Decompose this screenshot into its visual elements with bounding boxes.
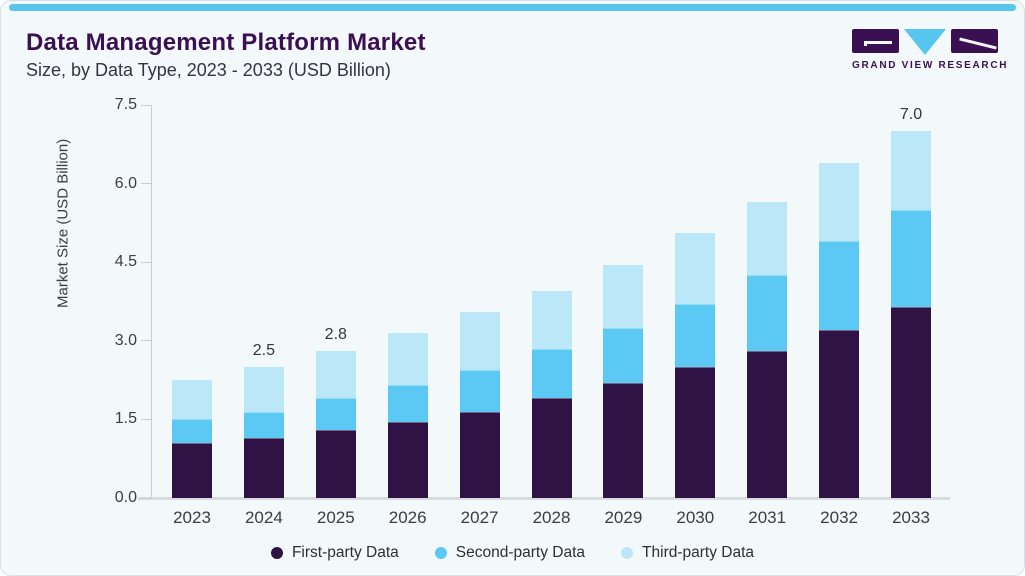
y-axis-tick — [141, 340, 152, 342]
x-axis-label: 2030 — [676, 508, 715, 527]
bar-segment-second-party-data — [603, 327, 644, 383]
y-axis-tick — [141, 104, 152, 106]
bar-segment-first-party-data — [747, 351, 788, 498]
bar-segment-first-party-data — [891, 306, 931, 498]
stacked-bar-2027 — [459, 312, 500, 498]
bar-segment-first-party-data — [603, 382, 644, 498]
bar-value-label: 7.0 — [899, 106, 923, 124]
logo-r-shape — [951, 29, 998, 53]
y-axis-tick — [141, 183, 152, 185]
bar-segment-third-party-data — [172, 380, 212, 420]
x-axis-label: 2031 — [748, 508, 787, 527]
legend-label: Second-party Data — [455, 544, 586, 561]
bar-segment-second-party-data — [387, 385, 428, 423]
bar-segment-third-party-data — [243, 367, 284, 412]
legend-label: First-party Data — [291, 544, 399, 561]
bar-segment-third-party-data — [675, 233, 716, 305]
bar-segment-second-party-data — [891, 209, 931, 307]
stacked-bar-2024 — [243, 367, 284, 498]
y-axis-tick-label: 7.5 — [114, 96, 137, 113]
x-axis-label: 2025 — [316, 508, 355, 527]
x-axis-label: 2027 — [460, 508, 499, 527]
legend-dot-icon — [434, 547, 447, 559]
bar-segment-third-party-data — [531, 291, 572, 349]
stacked-bar-2033 — [891, 131, 931, 498]
x-axis-label: 2028 — [532, 508, 571, 527]
logo-v-triangle-icon — [904, 29, 946, 55]
bar-segment-second-party-data — [459, 369, 500, 412]
bar-segment-first-party-data — [387, 422, 428, 498]
bar-segment-second-party-data — [819, 241, 860, 331]
plot-area: 0.0 1.5 3.0 4.5 6.0 7.5 2023 2024 2.5 2025 2.8 2026… — [115, 96, 950, 527]
bar-segment-third-party-data — [747, 201, 788, 276]
bar-segment-second-party-data — [747, 275, 788, 352]
gvr-logo: GRAND VIEW RESEARCH — [852, 29, 1009, 71]
logo-r-glyph — [959, 37, 997, 50]
bar-value-label: 2.5 — [252, 342, 276, 359]
top-accent-bar — [9, 4, 1016, 11]
y-axis-tick-label: 4.5 — [114, 253, 137, 271]
stacked-bar-2030 — [675, 233, 716, 498]
y-axis-tick — [141, 261, 152, 263]
logo-wordmark: GRAND VIEW RESEARCH — [852, 60, 1009, 71]
x-axis-label: 2024 — [244, 508, 283, 527]
bar-segment-second-party-data — [172, 419, 212, 443]
y-axis-title: Market Size (USD Billion) — [54, 138, 72, 308]
bar-value-label: 2.8 — [324, 326, 347, 344]
bar-segment-first-party-data — [675, 367, 716, 498]
x-axis-line — [138, 497, 950, 500]
legend-dot-icon — [270, 547, 283, 559]
x-axis-label: 2032 — [820, 508, 858, 527]
bar-segment-first-party-data — [819, 330, 860, 498]
x-axis-label: 2023 — [173, 508, 211, 527]
y-axis-tick-label: 1.5 — [114, 410, 137, 428]
page-subtitle: Size, by Data Type, 2023 - 2033 (USD Bil… — [26, 60, 391, 80]
stacked-bar-2031 — [747, 201, 788, 498]
y-axis-tick-label: 0.0 — [114, 489, 137, 506]
bar-segment-first-party-data — [172, 442, 212, 498]
x-axis-label: 2029 — [604, 508, 643, 527]
legend-item-third-party-data: Third-party Data — [621, 544, 754, 562]
y-axis-tick-label: 6.0 — [114, 174, 137, 192]
bar-segment-second-party-data — [315, 398, 356, 430]
stacked-bar-2028 — [531, 291, 572, 498]
stacked-bar-2023 — [172, 380, 212, 498]
bar-segment-third-party-data — [459, 312, 500, 370]
stacked-bar-2025 — [315, 351, 356, 498]
bar-segment-first-party-data — [459, 411, 500, 498]
x-axis-label: 2026 — [388, 508, 427, 527]
bar-segment-first-party-data — [315, 429, 356, 498]
chart-legend: First-party Data Second-party Data Third-p… — [1, 544, 1024, 562]
y-axis-tick — [141, 497, 152, 499]
bar-segment-third-party-data — [387, 332, 428, 386]
bar-segment-third-party-data — [891, 131, 931, 210]
legend-label: Third-party Data — [642, 544, 755, 561]
bar-segment-second-party-data — [243, 411, 284, 438]
legend-item-second-party-data: Second-party Data — [434, 544, 586, 562]
logo-g-shape — [852, 29, 899, 53]
y-axis-tick — [141, 418, 152, 420]
stacked-bar-2032 — [819, 162, 860, 498]
stacked-bar-2029 — [603, 264, 644, 498]
bar-segment-second-party-data — [675, 304, 716, 367]
gvr-logo-shapes — [852, 29, 998, 55]
x-axis-label: 2033 — [892, 508, 930, 527]
logo-g-glyph — [864, 41, 892, 46]
stacked-bar-2026 — [387, 332, 428, 498]
y-axis-tick-label: 3.0 — [114, 331, 137, 349]
bar-segment-first-party-data — [243, 437, 284, 498]
legend-dot-icon — [621, 547, 634, 559]
legend-item-first-party-data: First-party Data — [270, 544, 399, 562]
bar-segment-first-party-data — [531, 398, 572, 498]
bar-segment-second-party-data — [531, 348, 572, 399]
bar-segment-third-party-data — [315, 351, 356, 399]
bar-segment-third-party-data — [819, 162, 860, 242]
page-title: Data Management Platform Market — [26, 29, 426, 56]
bar-segment-third-party-data — [603, 264, 644, 328]
